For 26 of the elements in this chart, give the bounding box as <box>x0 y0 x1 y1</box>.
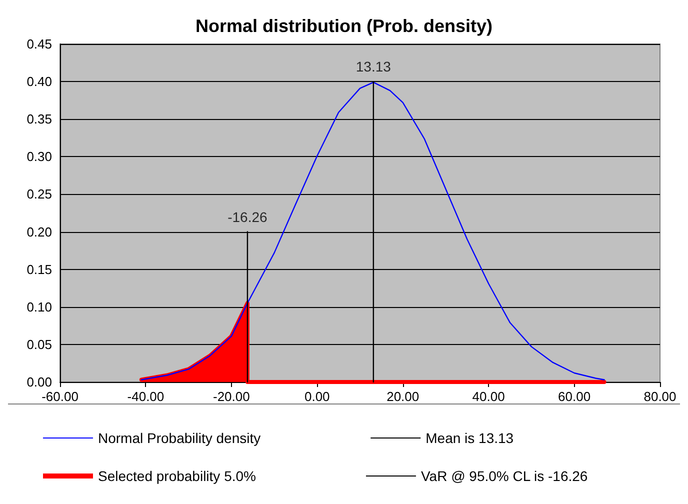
x-tick-label: 20.00 <box>386 389 420 404</box>
y-tick-label: 0.10 <box>26 299 52 314</box>
y-tick-label: 0.25 <box>26 186 52 202</box>
line-series <box>140 82 605 380</box>
y-tick-label: 0.45 <box>26 36 52 52</box>
y-tick-label: 0.40 <box>26 74 52 90</box>
annotation: 13.13 <box>356 58 392 75</box>
y-tick-label: 0.20 <box>26 224 52 240</box>
legend-label: Normal Probability density <box>98 430 261 446</box>
x-tick-label: 40.00 <box>472 389 505 404</box>
x-tick-label: 0.00 <box>304 389 330 404</box>
legend-label: Mean is 13.13 <box>426 430 514 446</box>
x-tick-label: 60.00 <box>558 389 591 404</box>
chart-title: Normal distribution (Prob. density) <box>195 16 493 36</box>
legend-label: VaR @ 95.0% CL is -16.26 <box>420 468 588 484</box>
y-tick-label: 0.35 <box>26 112 52 127</box>
y-tick-label: 0.30 <box>26 149 52 164</box>
y-tick-label: 0.05 <box>26 336 52 352</box>
x-tick-label: -60.00 <box>42 389 78 404</box>
x-tick-label: 80.00 <box>644 389 676 404</box>
y-tick-label: 0.00 <box>26 374 52 390</box>
x-tick-label: -40.00 <box>127 389 164 404</box>
x-tick-label: -20.00 <box>212 389 250 404</box>
annotation: -16.26 <box>228 208 268 225</box>
y-tick-label: 0.15 <box>26 262 52 277</box>
legend-label: Selected probability 5.0% <box>98 468 256 484</box>
